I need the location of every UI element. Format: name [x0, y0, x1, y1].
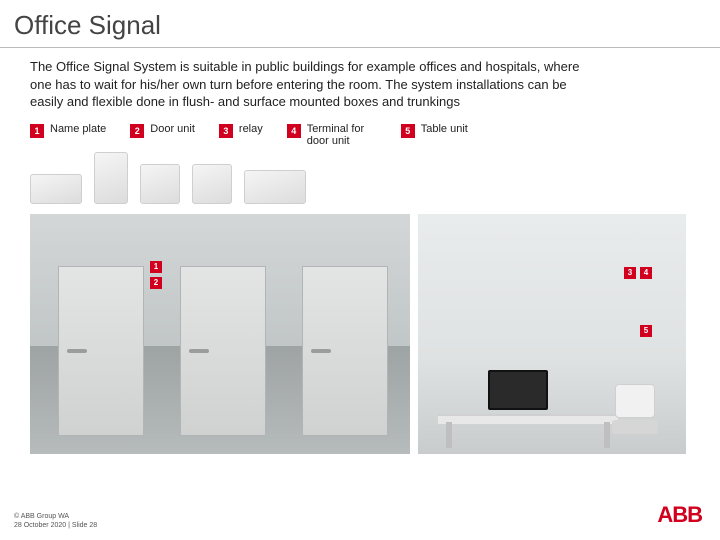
thumb-relay	[140, 164, 180, 204]
door-illustration	[180, 266, 266, 436]
legend-badge-2: 2	[130, 124, 144, 138]
scene-badge-2: 2	[150, 277, 162, 289]
legend-label: Table unit	[421, 123, 468, 136]
desk-leg	[604, 422, 610, 448]
footer-copyright: © ABB Group WA	[14, 513, 97, 521]
legend-item: 5 Table unit	[401, 123, 468, 138]
scene-office: 3 4 5	[418, 214, 686, 454]
legend-label: Name plate	[50, 123, 106, 136]
footer: © ABB Group WA 28 October 2020 | Slide 2…	[14, 513, 97, 530]
scene-badge-4: 4	[640, 267, 652, 279]
footer-date-slide: 28 October 2020 | Slide 28	[14, 522, 97, 530]
description-text: The Office Signal System is suitable in …	[0, 48, 640, 119]
slide-title: Office Signal	[0, 0, 720, 47]
legend-row: 1 Name plate 2 Door unit 3 relay 4 Termi…	[0, 119, 720, 154]
abb-logo: ABB	[657, 502, 702, 528]
thumb-name-plate	[30, 174, 82, 204]
scene-badge-5: 5	[640, 325, 652, 337]
door-illustration	[302, 266, 388, 436]
legend-badge-4: 4	[287, 124, 301, 138]
legend-badge-3: 3	[219, 124, 233, 138]
thumb-terminal	[192, 164, 232, 204]
legend-label: Door unit	[150, 123, 195, 136]
legend-label: Terminal for door unit	[307, 123, 377, 148]
thumb-door-unit	[94, 152, 128, 204]
scene-row: 1 2 3 4 5	[0, 204, 720, 454]
monitor-illustration	[488, 370, 548, 410]
desk-leg	[446, 422, 452, 448]
thumb-table-unit	[244, 170, 306, 204]
legend-label: relay	[239, 123, 263, 136]
legend-item: 2 Door unit	[130, 123, 195, 138]
legend-item: 3 relay	[219, 123, 263, 138]
legend-item: 4 Terminal for door unit	[287, 123, 377, 148]
legend-item: 1 Name plate	[30, 123, 106, 138]
door-illustration	[58, 266, 144, 436]
chair-illustration	[612, 384, 658, 436]
scene-corridor: 1 2	[30, 214, 410, 454]
scene-badge-3: 3	[624, 267, 636, 279]
legend-badge-5: 5	[401, 124, 415, 138]
scene-badge-1: 1	[150, 261, 162, 273]
desk-illustration	[438, 414, 618, 424]
legend-badge-1: 1	[30, 124, 44, 138]
product-thumbnails	[0, 152, 720, 204]
